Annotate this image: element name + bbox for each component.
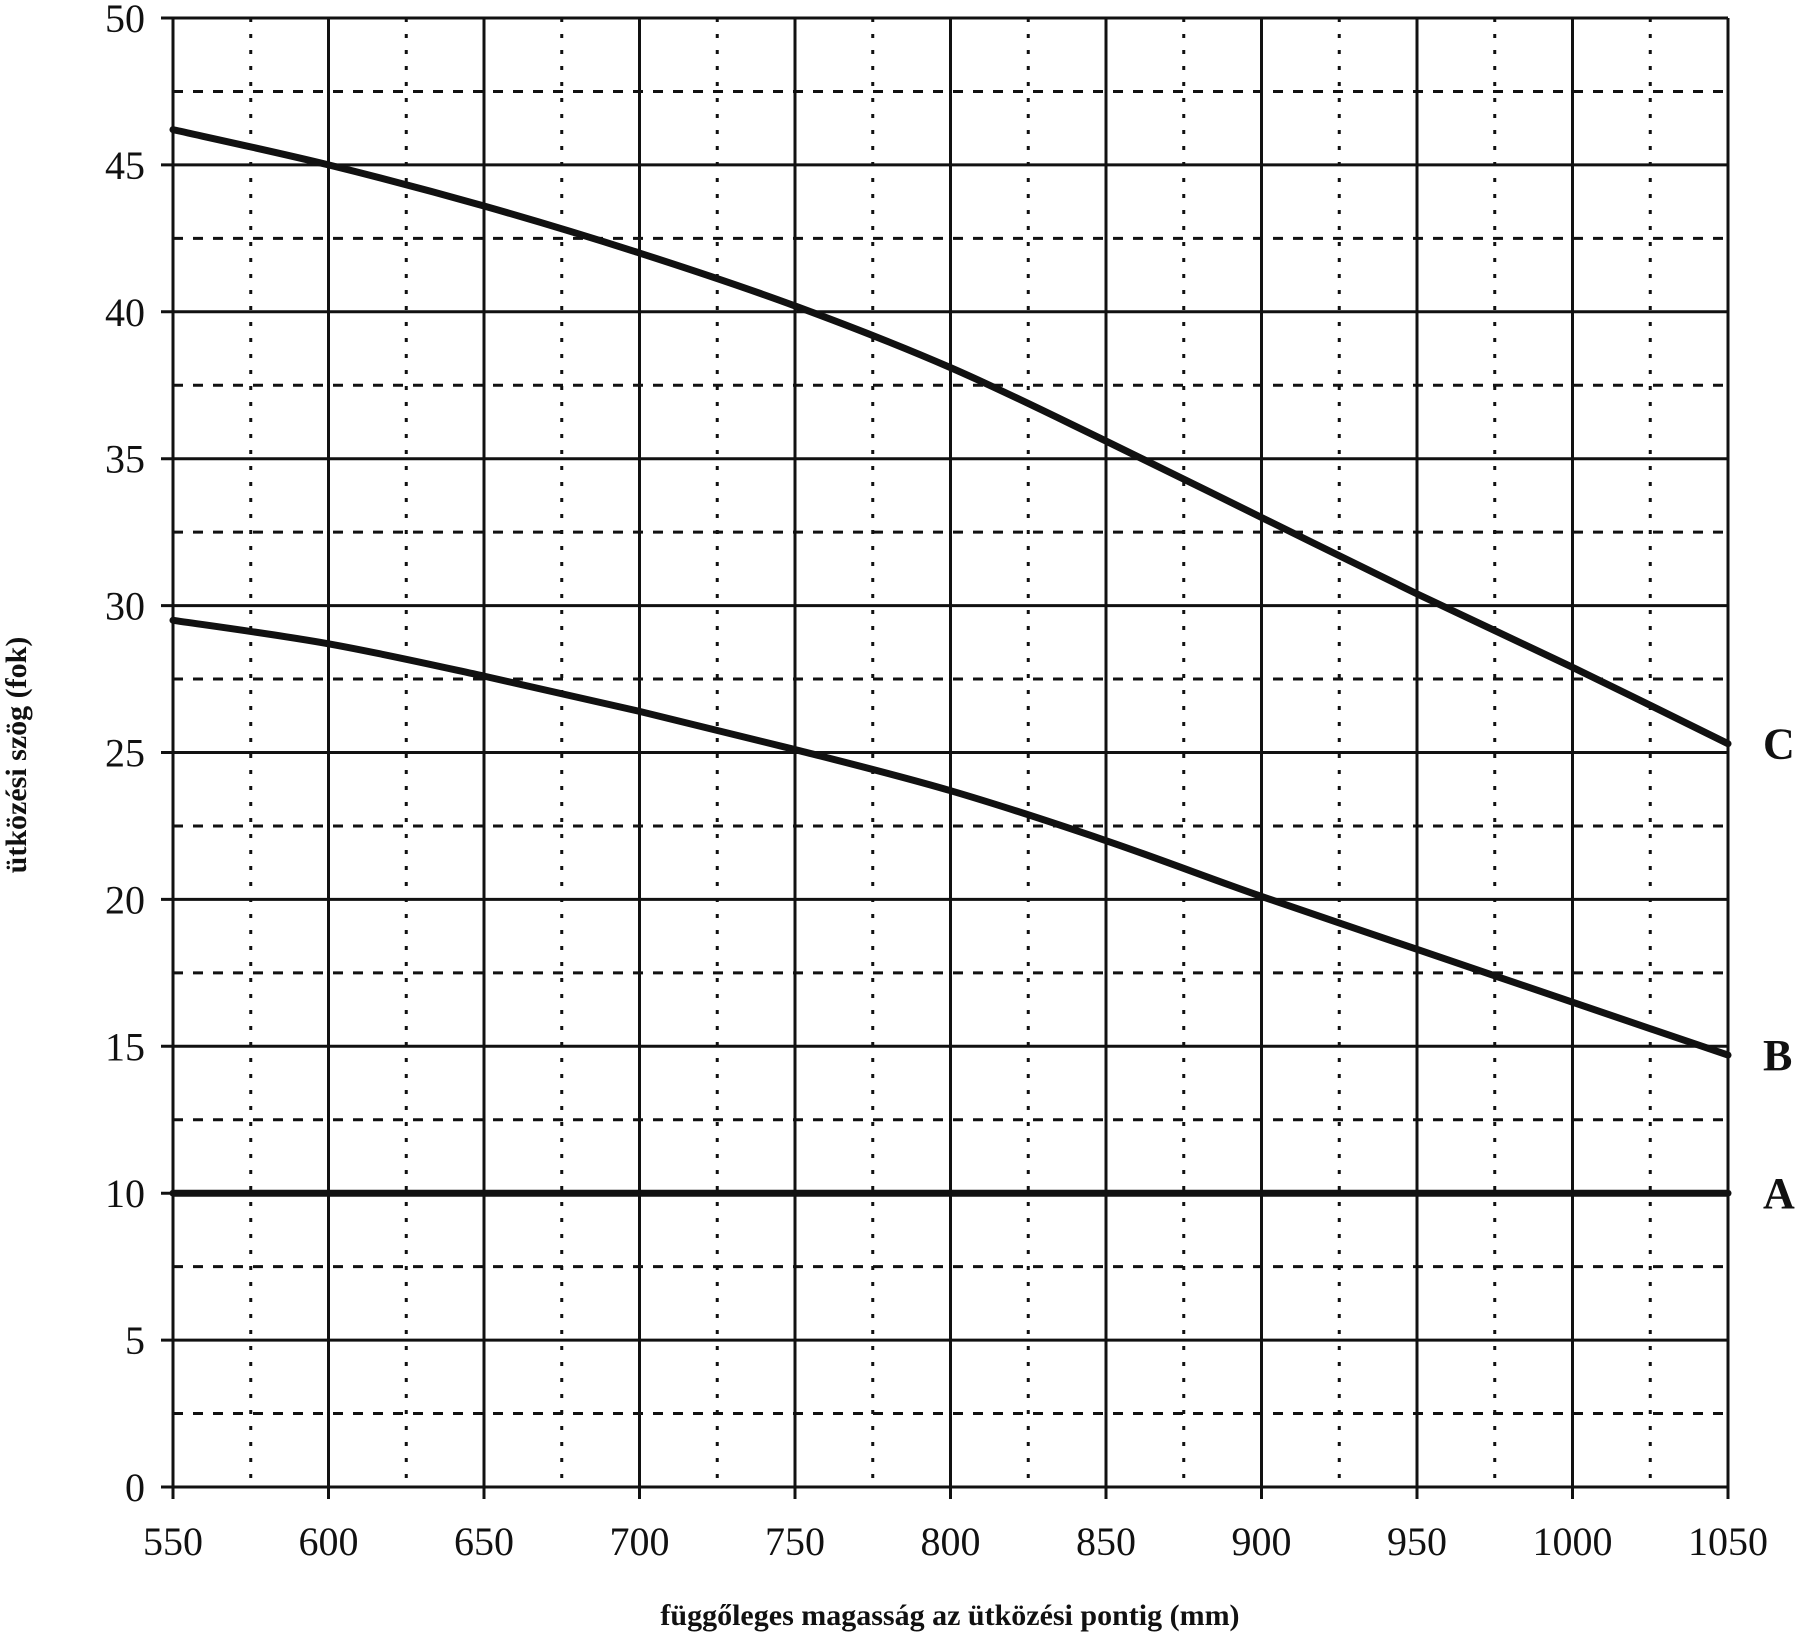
major-grid	[161, 16, 1730, 1499]
y-tick-label: 45	[105, 143, 145, 188]
x-tick-label: 700	[610, 1519, 670, 1564]
y-tick-label: 40	[105, 290, 145, 335]
y-tick-label: 20	[105, 877, 145, 922]
x-tick-label: 900	[1232, 1519, 1292, 1564]
series-labels: A B C	[1763, 720, 1795, 1219]
y-tick-label: 10	[105, 1171, 145, 1216]
y-tick-label: 25	[105, 731, 145, 776]
x-tick-label: 650	[454, 1519, 514, 1564]
x-tick-label: 750	[765, 1519, 825, 1564]
x-axis-title: függőleges magasság az ütközési pontig (…	[660, 1599, 1239, 1632]
y-tick-label: 5	[125, 1318, 145, 1363]
series-label-c: C	[1763, 720, 1795, 769]
x-tick-label: 600	[299, 1519, 359, 1564]
x-tick-label: 800	[921, 1519, 981, 1564]
y-tick-label: 0	[125, 1465, 145, 1510]
y-tick-label: 50	[105, 0, 145, 41]
series-layer	[169, 126, 1732, 1197]
series-label-b: B	[1763, 1031, 1792, 1080]
series-label-a: A	[1763, 1169, 1795, 1218]
y-tick-label: 30	[105, 584, 145, 629]
y-tick-labels: 0 5 10 15 20 25 30 35 40 45 50	[105, 0, 145, 1510]
x-tick-label: 850	[1076, 1519, 1136, 1564]
x-tick-label: 1050	[1688, 1519, 1768, 1564]
y-tick-label: 15	[105, 1024, 145, 1069]
y-axis-title: ütközési szög (fok)	[0, 637, 33, 874]
y-tick-label: 35	[105, 437, 145, 482]
x-tick-label: 550	[143, 1519, 203, 1564]
series-line-c	[169, 126, 1732, 748]
x-tick-label: 1000	[1533, 1519, 1613, 1564]
series-line-b	[169, 616, 1732, 1059]
x-tick-label: 950	[1387, 1519, 1447, 1564]
x-tick-labels: 550 600 650 700 750 800 850 900 950 1000 1050	[143, 1519, 1768, 1564]
